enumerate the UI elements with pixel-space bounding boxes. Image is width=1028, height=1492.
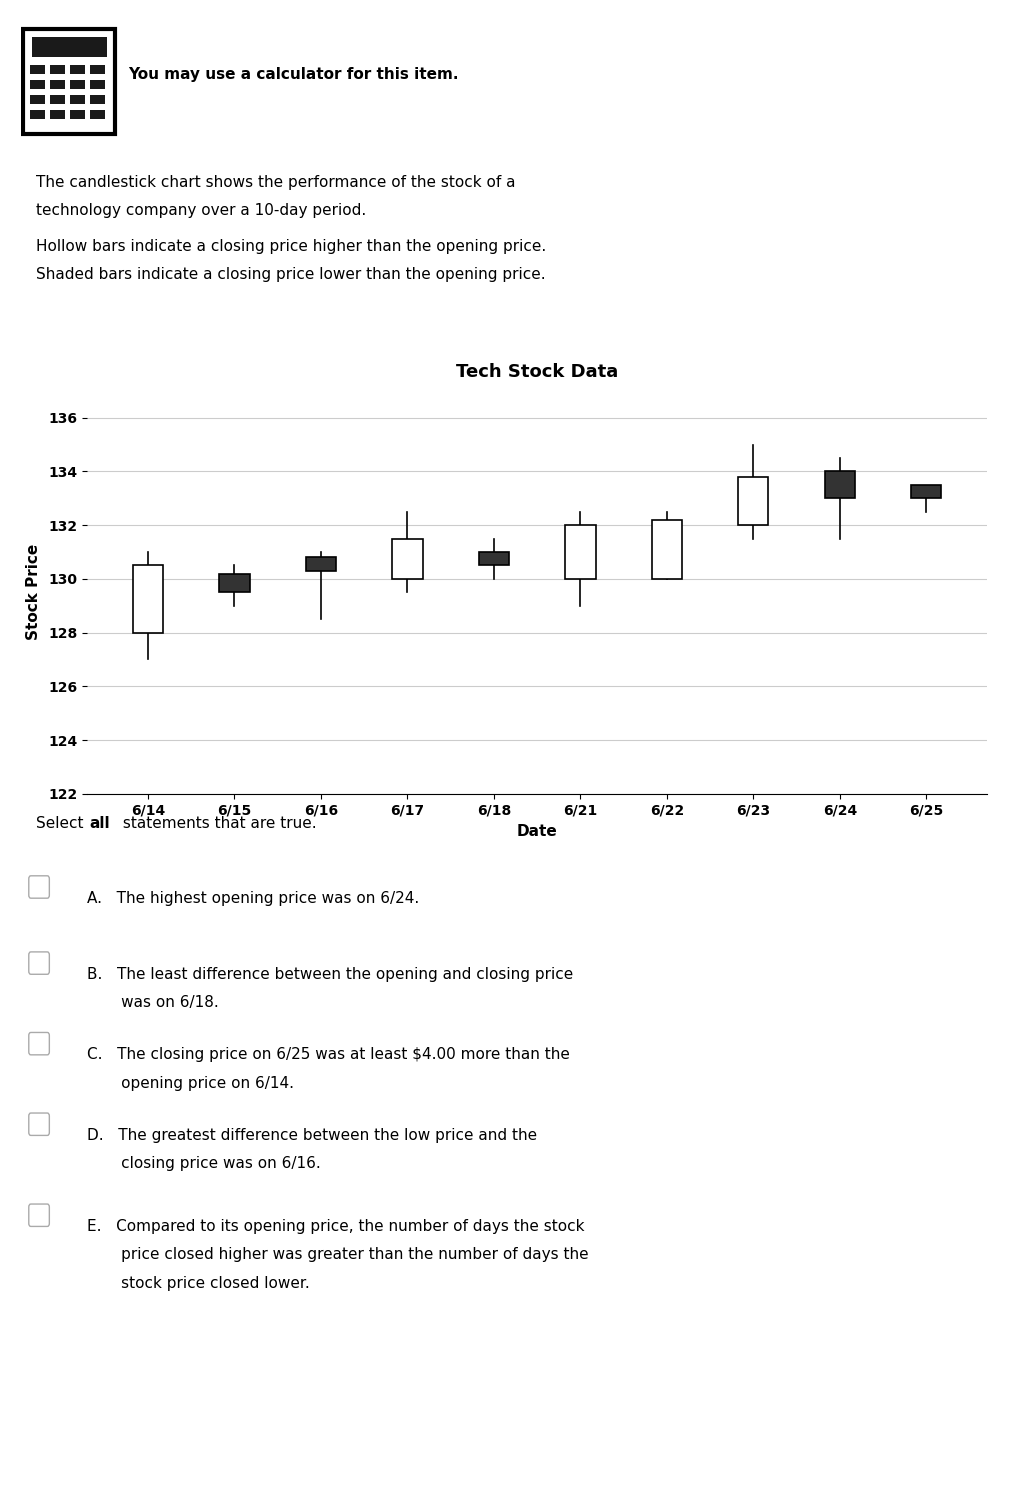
Bar xyxy=(49,79,65,90)
Text: A.   The highest opening price was on 6/24.: A. The highest opening price was on 6/24… xyxy=(87,891,419,906)
Text: The candlestick chart shows the performance of the stock of a: The candlestick chart shows the performa… xyxy=(36,175,515,189)
Bar xyxy=(393,539,423,579)
Text: was on 6/18.: was on 6/18. xyxy=(87,995,219,1010)
Bar xyxy=(89,79,105,90)
Y-axis label: Stock Price: Stock Price xyxy=(27,545,41,640)
Bar xyxy=(738,477,769,525)
Text: B.   The least difference between the opening and closing price: B. The least difference between the open… xyxy=(87,967,574,982)
Text: closing price was on 6/16.: closing price was on 6/16. xyxy=(87,1156,321,1171)
Bar xyxy=(652,519,682,579)
Bar xyxy=(30,110,45,119)
Text: Shaded bars indicate a closing price lower than the opening price.: Shaded bars indicate a closing price low… xyxy=(36,267,546,282)
Text: C.   The closing price on 6/25 was at least $4.00 more than the: C. The closing price on 6/25 was at leas… xyxy=(87,1047,571,1062)
Text: stock price closed lower.: stock price closed lower. xyxy=(87,1276,310,1291)
Bar xyxy=(565,525,595,579)
Text: technology company over a 10-day period.: technology company over a 10-day period. xyxy=(36,203,366,218)
Bar xyxy=(70,64,85,75)
Bar xyxy=(219,573,250,592)
Text: D.   The greatest difference between the low price and the: D. The greatest difference between the l… xyxy=(87,1128,538,1143)
Text: Select: Select xyxy=(36,816,88,831)
Bar xyxy=(49,110,65,119)
Title: Tech Stock Data: Tech Stock Data xyxy=(456,363,618,380)
FancyBboxPatch shape xyxy=(24,28,115,134)
X-axis label: Date: Date xyxy=(517,825,557,840)
Bar xyxy=(133,565,163,633)
Text: Hollow bars indicate a closing price higher than the opening price.: Hollow bars indicate a closing price hig… xyxy=(36,239,546,254)
Bar xyxy=(49,64,65,75)
Text: statements that are true.: statements that are true. xyxy=(118,816,317,831)
Bar xyxy=(70,79,85,90)
Text: price closed higher was greater than the number of days the: price closed higher was greater than the… xyxy=(87,1247,589,1262)
Bar xyxy=(89,64,105,75)
Text: E.   Compared to its opening price, the number of days the stock: E. Compared to its opening price, the nu… xyxy=(87,1219,585,1234)
Text: all: all xyxy=(89,816,110,831)
Bar xyxy=(70,110,85,119)
Bar xyxy=(49,95,65,104)
Bar xyxy=(30,79,45,90)
Bar xyxy=(70,95,85,104)
Bar xyxy=(824,471,855,498)
Bar xyxy=(30,64,45,75)
Bar xyxy=(89,95,105,104)
Bar xyxy=(30,95,45,104)
Text: opening price on 6/14.: opening price on 6/14. xyxy=(87,1076,294,1091)
Bar xyxy=(89,110,105,119)
Bar xyxy=(305,558,336,571)
Bar xyxy=(32,36,107,57)
Bar xyxy=(911,485,942,498)
Text: You may use a calculator for this item.: You may use a calculator for this item. xyxy=(128,67,458,82)
Bar xyxy=(479,552,509,565)
